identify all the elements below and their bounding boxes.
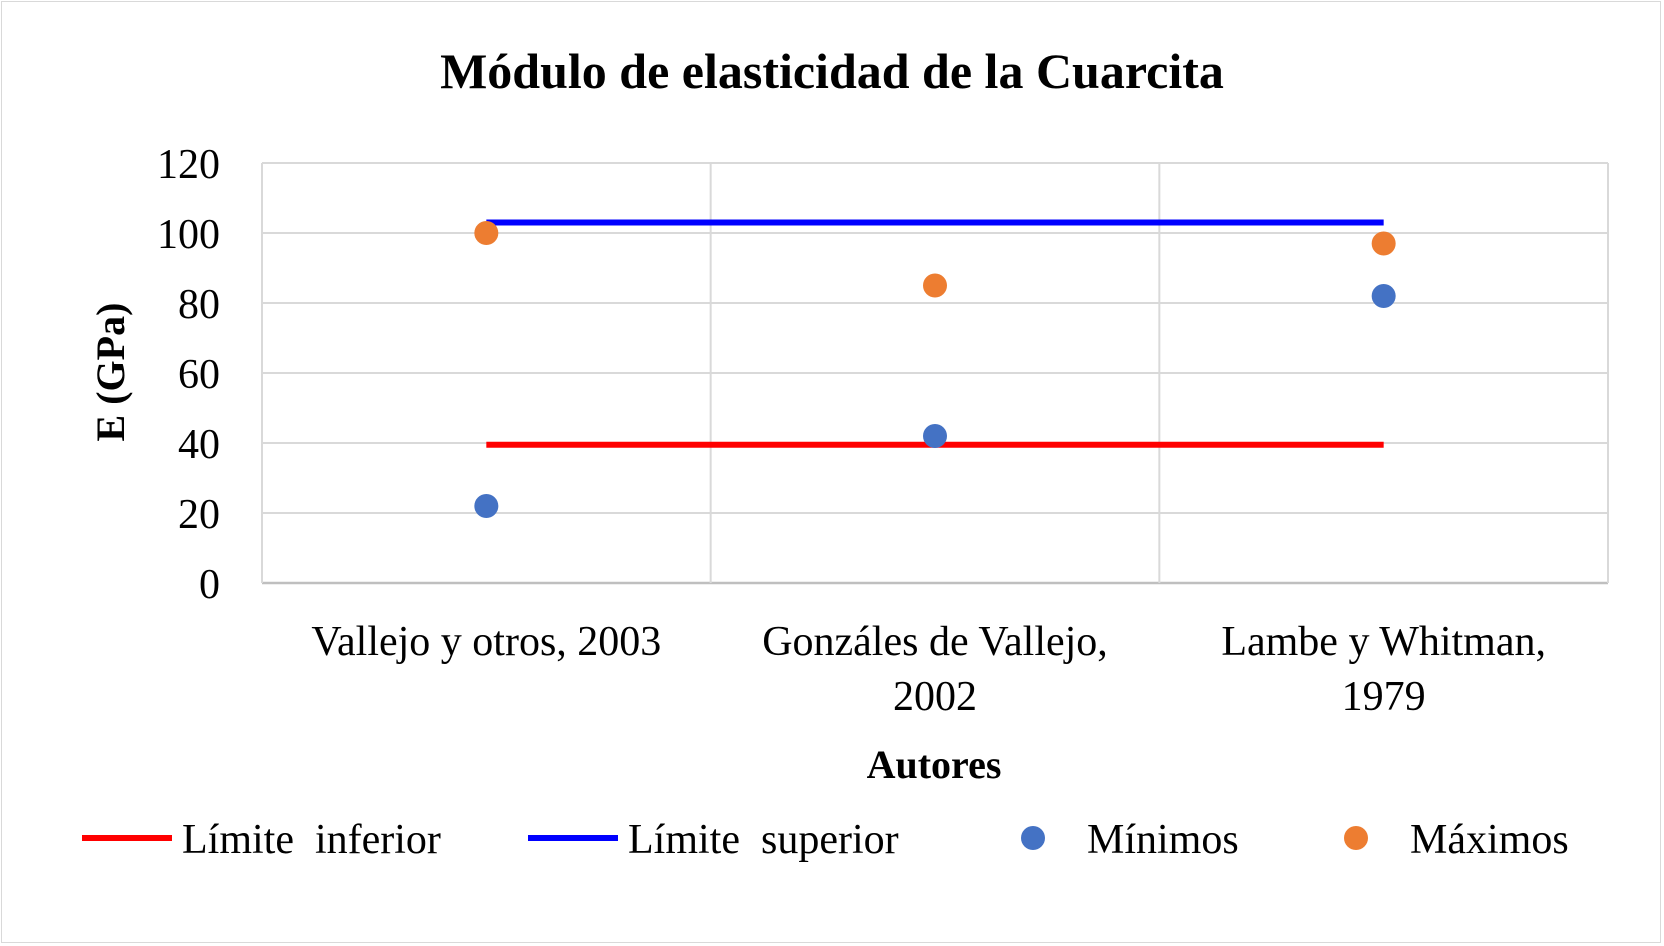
x-tick-label: 1979 [1342, 674, 1426, 720]
y-tick-label: 60 [178, 352, 220, 398]
legend-label: Límite superior [628, 817, 899, 863]
data-point [1371, 284, 1396, 308]
series-group [474, 219, 1396, 518]
x-tick-label: 2002 [893, 674, 977, 720]
y-tick-label: 120 [157, 142, 220, 188]
y-tick-label: 20 [178, 492, 220, 538]
legend: Límite inferior Límite superior Mínimos Máx… [82, 817, 1569, 863]
y-axis-label: E (GPa) [88, 303, 133, 442]
legend-marker-swatch [1344, 826, 1368, 850]
data-point [1371, 231, 1396, 256]
y-tick-label: 100 [157, 212, 220, 258]
legend-marker-swatch [1021, 826, 1045, 850]
data-point [923, 273, 947, 298]
data-point [923, 424, 947, 448]
legend-label: Mínimos [1087, 817, 1239, 863]
legend-label: Límite inferior [182, 817, 441, 863]
y-tick-label: 40 [178, 422, 220, 468]
y-tick-labels: 0 20 40 60 80 100 120 [157, 142, 220, 608]
y-tick-label: 80 [178, 282, 220, 328]
x-tick-labels: Vallejo y otros, 2003 Gonzáles de Vallejo… [311, 619, 1546, 720]
y-tick-label: 0 [199, 562, 220, 608]
chart-title: Módulo de elasticidad de la Cuarcita [440, 43, 1224, 99]
x-axis-label: Autores [867, 742, 1002, 787]
x-tick-label: Vallejo y otros, 2003 [311, 619, 661, 665]
x-tick-label: Lambe y Whitman, [1221, 619, 1546, 665]
legend-label: Máximos [1410, 817, 1569, 863]
gridlines [261, 162, 1609, 585]
data-point [474, 221, 499, 245]
x-tick-label: Gonzáles de Vallejo, [762, 619, 1108, 665]
data-point [474, 494, 499, 518]
